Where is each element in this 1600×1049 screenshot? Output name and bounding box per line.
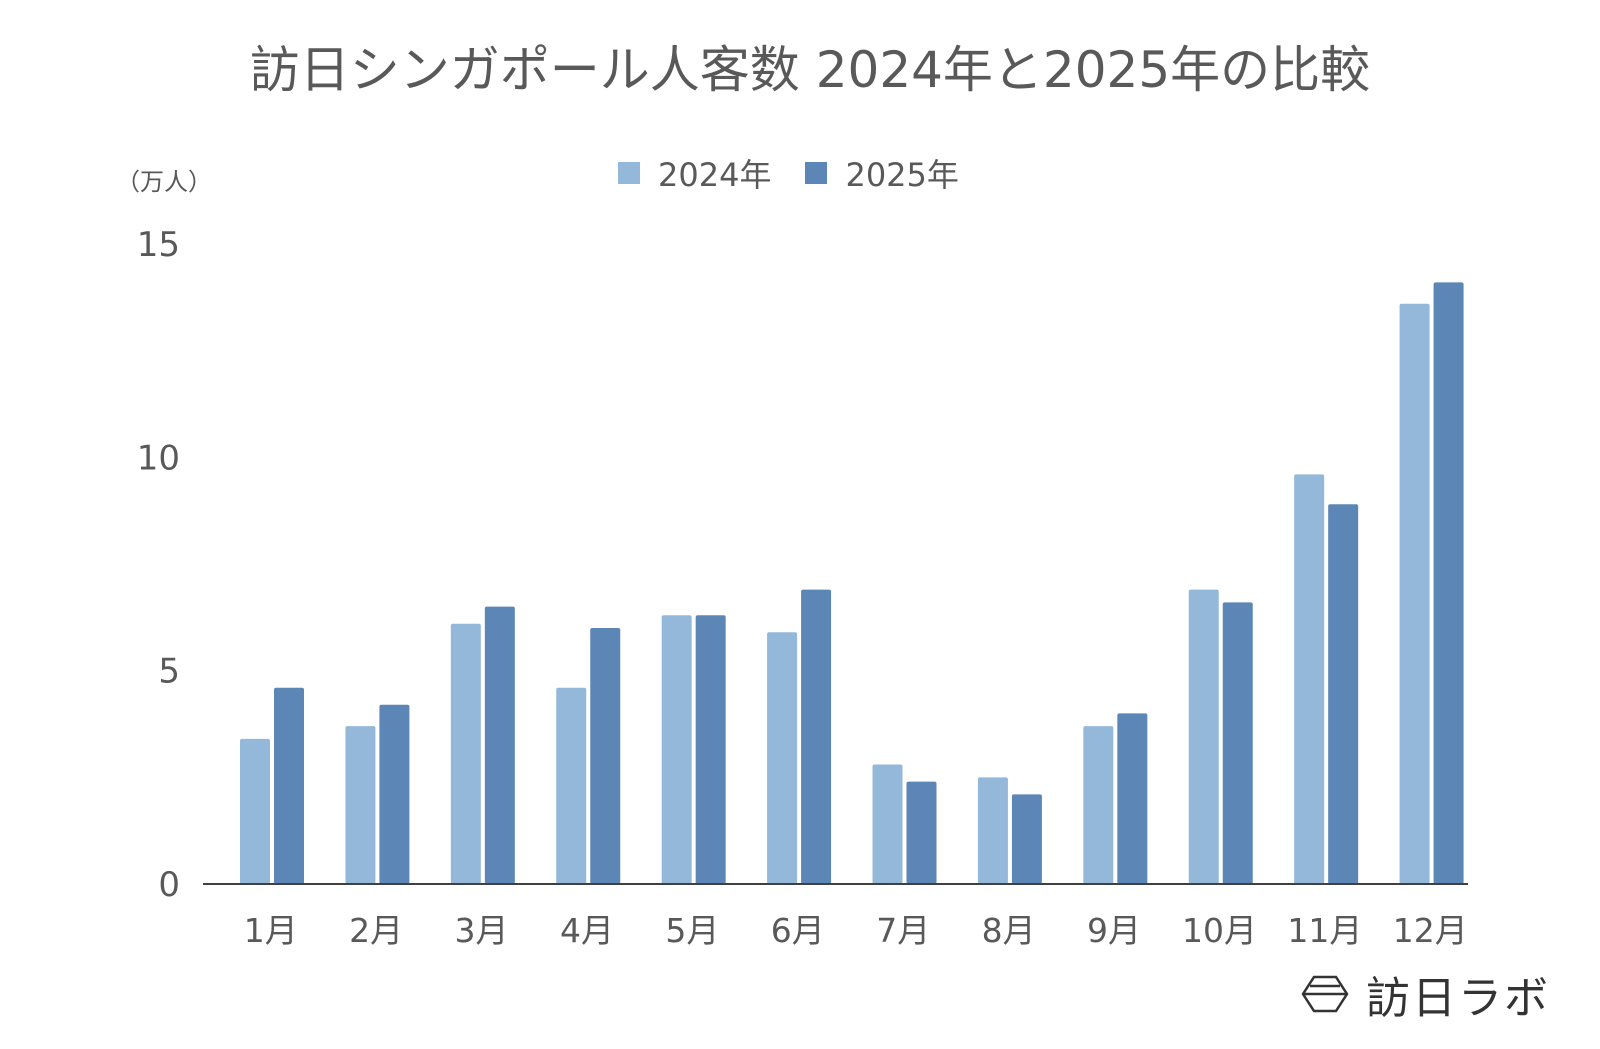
- y-tick-label: 0: [158, 865, 180, 905]
- legend-swatch-2025: [805, 162, 828, 184]
- chart-title: 訪日シンガポール人客数 2024年と2025年の比較: [249, 41, 1371, 99]
- y-tick-label: 10: [137, 438, 180, 478]
- x-tick-label: 5月: [665, 911, 719, 950]
- x-tick-label: 2月: [349, 911, 403, 950]
- bar-2月-2025年: [379, 704, 410, 884]
- bar-6月-2024年: [767, 632, 798, 884]
- bar-3月-2024年: [450, 623, 481, 884]
- logo-icon: [1301, 975, 1349, 1013]
- bar-8月-2025年: [1011, 794, 1042, 884]
- x-tick-label: 1月: [244, 911, 298, 950]
- legend-label-2025: 2025年: [845, 156, 959, 194]
- x-tick-label: 6月: [771, 911, 825, 950]
- x-tick-label: 12月: [1393, 911, 1468, 950]
- bar-5月-2024年: [661, 615, 692, 884]
- logo: 訪日ラボ: [1300, 962, 1550, 1026]
- legend-item-2024: 2024年: [618, 150, 771, 196]
- bar-12月-2024年: [1399, 303, 1430, 884]
- bar-3月-2025年: [484, 606, 515, 884]
- bar-10月-2024年: [1188, 589, 1219, 884]
- bar-1月-2025年: [274, 687, 304, 884]
- legend-item-2025: 2025年: [805, 150, 959, 196]
- legend: 2024年 2025年: [618, 150, 993, 196]
- x-tick-label: 9月: [1087, 911, 1141, 950]
- bar-4月-2024年: [556, 687, 587, 884]
- bar-10月-2025年: [1222, 602, 1253, 884]
- bar-12月-2025年: [1433, 282, 1464, 884]
- bar-7月-2024年: [872, 764, 903, 884]
- x-tick-label: 7月: [876, 911, 930, 950]
- bar-9月-2025年: [1117, 713, 1148, 884]
- x-tick-label: 4月: [560, 911, 614, 950]
- bar-4月-2025年: [590, 628, 621, 884]
- legend-label-2024: 2024年: [658, 156, 772, 194]
- bar-1月-2024年: [240, 738, 270, 884]
- bar-11月-2025年: [1328, 504, 1359, 884]
- y-tick-label: 15: [137, 225, 180, 265]
- x-tick-label: 11月: [1287, 911, 1362, 950]
- bar-5月-2025年: [695, 615, 726, 884]
- x-tick-label: 10月: [1182, 911, 1257, 950]
- legend-swatch-2024: [618, 162, 640, 184]
- bar-11月-2024年: [1294, 474, 1325, 884]
- bar-6月-2025年: [801, 589, 832, 884]
- y-tick-label: 5: [158, 652, 180, 692]
- x-tick-label: 8月: [982, 911, 1036, 950]
- bar-8月-2024年: [977, 777, 1008, 884]
- logo-text: 訪日ラボ: [1366, 973, 1550, 1024]
- bar-7月-2025年: [906, 781, 937, 884]
- y-axis-unit-label: （万人）: [116, 168, 212, 196]
- bar-9月-2024年: [1083, 726, 1114, 884]
- x-tick-label: 3月: [455, 911, 509, 950]
- bar-2月-2024年: [345, 726, 376, 884]
